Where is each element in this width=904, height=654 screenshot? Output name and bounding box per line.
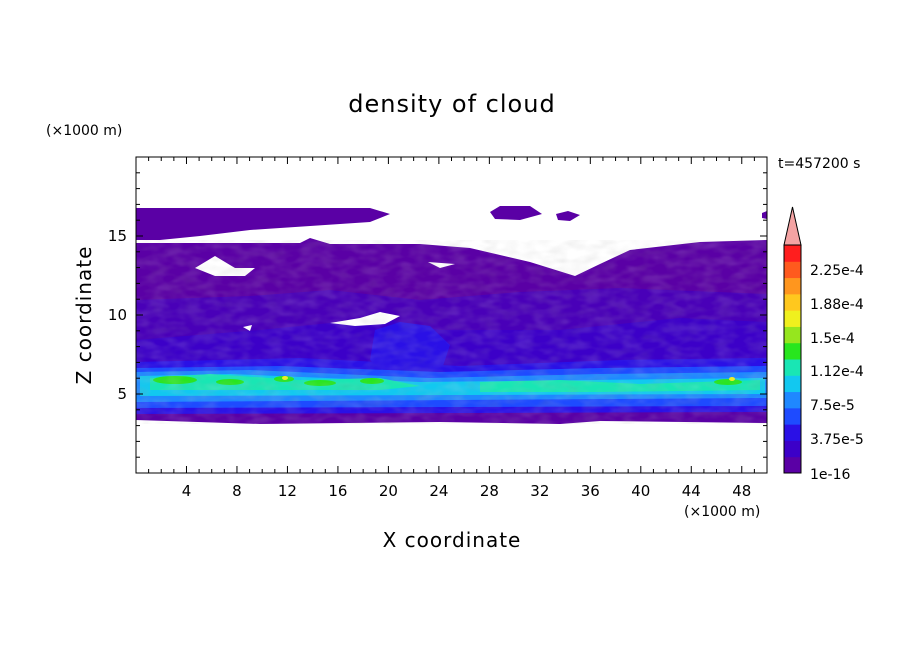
colorbar-swatch bbox=[784, 326, 801, 344]
x-tick-label: 12 bbox=[278, 482, 297, 500]
colorbar-frame bbox=[783, 244, 802, 474]
colorbar bbox=[783, 206, 802, 474]
colorbar-swatch bbox=[784, 310, 801, 327]
z-tick-label: 10 bbox=[108, 306, 127, 324]
x-tick-label: 40 bbox=[631, 482, 650, 500]
x-tick-label: 16 bbox=[328, 482, 347, 500]
colorbar-swatch bbox=[784, 245, 801, 262]
colorbar-swatch bbox=[784, 456, 801, 474]
x-tick-labels: 4 8 12 16 20 24 28 32 36 40 44 48 bbox=[182, 482, 752, 500]
colorbar-swatch bbox=[784, 342, 801, 360]
colorbar-label: 1.5e-4 bbox=[810, 331, 855, 347]
colorbar-label: 7.5e-5 bbox=[810, 398, 855, 414]
colorbar-label: 2.25e-4 bbox=[810, 263, 864, 279]
cloud-density-field bbox=[136, 206, 767, 424]
upper-cloud-patch bbox=[556, 211, 580, 221]
x-unit-label: (×1000 m) bbox=[684, 504, 760, 520]
colorbar-label: 3.75e-5 bbox=[810, 432, 864, 448]
colorbar-swatch bbox=[784, 293, 801, 311]
x-tick-label: 36 bbox=[581, 482, 600, 500]
colorbar-label: 1e-16 bbox=[810, 467, 850, 483]
z-tick-label: 15 bbox=[108, 227, 127, 245]
x-tick-label: 32 bbox=[530, 482, 549, 500]
x-tick-label: 28 bbox=[480, 482, 499, 500]
z-unit-label: (×1000 m) bbox=[46, 123, 122, 139]
upper-cloud-patch bbox=[762, 211, 767, 219]
colorbar-labels: 2.25e-4 1.88e-4 1.5e-4 1.12e-4 7.5e-5 3.75e-5… bbox=[810, 263, 864, 483]
x-tick-label: 20 bbox=[379, 482, 398, 500]
colorbar-swatch bbox=[784, 440, 801, 458]
x-tick-label: 48 bbox=[732, 482, 751, 500]
upper-cloud-patch bbox=[490, 206, 542, 220]
colorbar-overflow-triangle bbox=[783, 206, 802, 246]
upper-cloud-layer bbox=[136, 208, 390, 240]
colorbar-swatch bbox=[784, 391, 801, 409]
x-axis-title: X coordinate bbox=[383, 528, 522, 552]
colorbar-swatch bbox=[784, 424, 801, 441]
colorbar-swatch bbox=[784, 407, 801, 425]
x-tick-label: 8 bbox=[232, 482, 242, 500]
colorbar-swatch bbox=[784, 359, 801, 376]
colorbar-label: 1.12e-4 bbox=[810, 364, 864, 380]
axis-ticks bbox=[136, 157, 767, 473]
chart-title: density of cloud bbox=[348, 90, 555, 118]
z-tick-label: 5 bbox=[117, 385, 127, 403]
colorbar-swatch bbox=[784, 261, 801, 279]
colorbar-label: 1.88e-4 bbox=[810, 297, 864, 313]
colorbar-swatch bbox=[784, 277, 801, 295]
x-tick-label: 24 bbox=[429, 482, 448, 500]
x-tick-label: 4 bbox=[182, 482, 192, 500]
colorbar-swatch bbox=[784, 375, 801, 393]
z-axis-title: Z coordinate bbox=[72, 246, 96, 385]
time-label: t=457200 s bbox=[778, 156, 860, 172]
x-tick-label: 44 bbox=[682, 482, 701, 500]
z-tick-labels: 5 10 15 bbox=[108, 227, 127, 403]
